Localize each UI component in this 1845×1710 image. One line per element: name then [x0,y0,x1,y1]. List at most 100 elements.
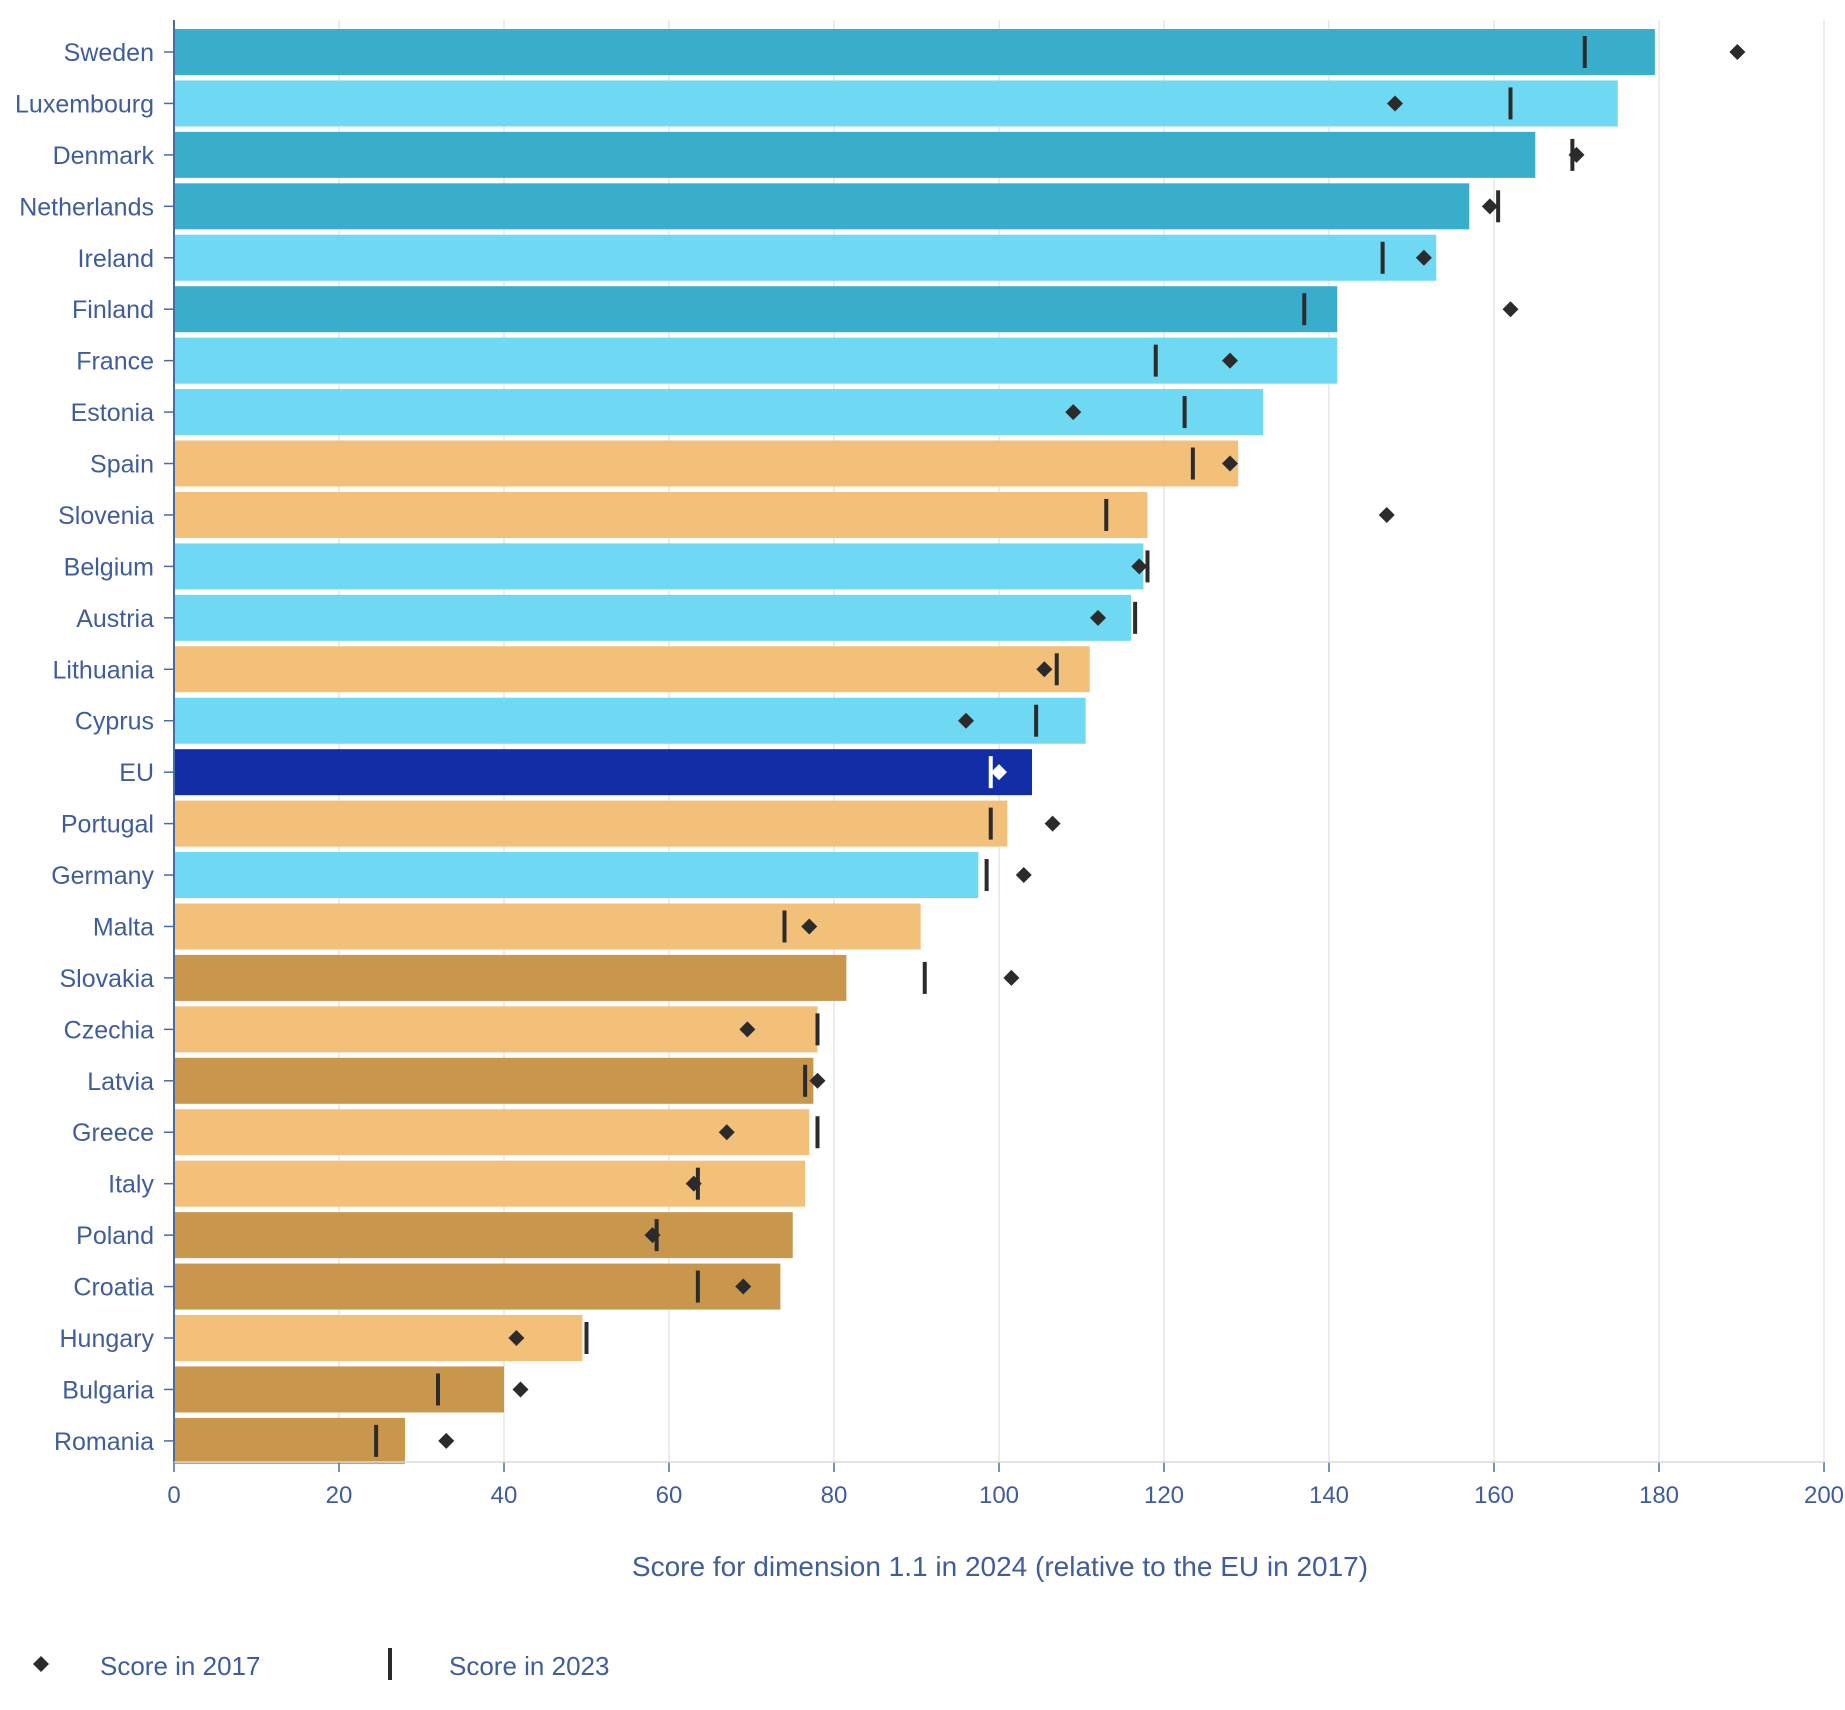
y-tick-label-latvia: Latvia [87,1068,154,1096]
marker-2023-netherlands [1496,190,1501,223]
marker-2023-spain [1190,447,1195,480]
marker-2023-czechia [815,1013,820,1046]
bar-romania [174,1417,405,1464]
marker-2017-france [1222,352,1238,369]
y-tick-label-bulgaria: Bulgaria [62,1376,154,1404]
marker-2023-estonia [1182,396,1187,429]
y-tick-label-poland: Poland [76,1222,154,1250]
bar-finland [174,286,1338,333]
bar-greece [174,1109,810,1156]
marker-2017-slovenia [1378,506,1395,523]
marker-2017-luxembourg [1387,95,1403,112]
marker-2023-hungary [584,1322,589,1354]
bar-ireland [174,234,1437,281]
marker-2017-germany [1015,867,1032,884]
marker-2023-france [1153,344,1158,377]
y-tick-label-italy: Italy [108,1171,154,1199]
marker-2023-luxembourg [1508,87,1513,120]
y-tick-label-lithuania: Lithuania [53,656,155,684]
legend-label-score-2017: Score in 2017 [100,1651,260,1681]
y-tick-label-denmark: Denmark [53,142,155,170]
marker-2023-bulgaria [436,1373,440,1406]
x-tick-label-40: 40 [491,1482,518,1509]
marker-2023-lithuania [1054,653,1059,686]
bar-malta [174,903,921,950]
y-tick-label-luxembourg: Luxembourg [15,90,154,118]
bar-cyprus [174,697,1086,744]
bar-belgium [174,543,1144,590]
marker-2017-bulgaria [512,1381,529,1398]
marker-2023-latvia [803,1064,808,1097]
bar-denmark [174,131,1536,178]
y-tick-label-malta: Malta [93,913,154,941]
marker-2017-portugal [1044,815,1061,832]
marker-2023-ireland [1380,241,1385,274]
legend: Score in 2017 Score in 2023 [33,1648,609,1681]
marker-2023-malta [782,910,787,943]
marker-2017-estonia [1065,404,1082,421]
marker-2023-slovakia [922,961,927,994]
y-tick-label-greece: Greece [72,1119,154,1147]
bar-germany [174,852,979,899]
bar-italy [174,1160,806,1207]
marker-2017-austria [1090,609,1106,626]
bars [174,29,1655,1464]
bar-slovenia [174,491,1148,538]
marker-2023-cyprus [1034,704,1039,737]
vertical-line-marker-icon [388,1648,392,1680]
marker-2023-romania [374,1424,379,1457]
marker-2017-netherlands [1481,198,1498,215]
y-tick-label-netherlands: Netherlands [19,193,154,221]
x-tick-label-140: 140 [1309,1482,1349,1509]
axes: 0 20 40 60 80 100 120 140 160 180 200 Sweden Luxembo… [15,20,1844,1509]
legend-item-score-2017: Score in 2017 [33,1651,260,1681]
y-tick-label-spain: Spain [90,451,154,479]
bar-portugal [174,800,1008,847]
marker-2017-ireland [1415,249,1432,266]
bar-estonia [174,389,1263,436]
bar-lithuania [174,646,1090,693]
bar-eu [174,749,1032,796]
x-axis-title: Score for dimension 1.1 in 2024 (relativ… [632,1551,1368,1582]
marker-2017-hungary [508,1330,525,1346]
x-tick-label-80: 80 [821,1482,848,1509]
marker-2023-sweden [1582,36,1587,68]
legend-label-score-2023: Score in 2023 [449,1651,609,1681]
marker-2023-croatia [695,1270,700,1303]
y-tick-label-eu: EU [119,759,154,787]
marker-2023-belgium [1145,550,1150,583]
y-tick-label-croatia: Croatia [73,1274,154,1302]
marker-2023-germany [984,859,989,892]
marker-2017-italy [685,1175,702,1192]
x-tick-label-180: 180 [1639,1482,1679,1509]
y-tick-label-hungary: Hungary [60,1325,155,1353]
bar-latvia [174,1057,814,1104]
y-tick-label-slovenia: Slovenia [58,502,154,530]
x-tick-label-60: 60 [656,1482,683,1509]
marker-2023-austria [1133,601,1138,634]
bar-sweden [174,29,1655,75]
bar-croatia [174,1263,781,1310]
marker-2017-malta [801,918,818,935]
marker-2023-eu [988,756,993,789]
bar-slovakia [174,954,847,1001]
bar-bulgaria [174,1366,504,1413]
marker-2023-greece [815,1116,820,1149]
marker-2023-finland [1302,293,1307,326]
marker-2017-czechia [739,1021,756,1038]
marker-2023-slovenia [1104,498,1109,531]
bar-spain [174,440,1239,487]
marker-2017-latvia [809,1072,826,1089]
marker-2017-croatia [735,1278,752,1295]
y-tick-label-romania: Romania [54,1428,154,1456]
marker-2023-portugal [988,807,993,840]
marker-2017-slovakia [1003,969,1020,986]
marker-2017-lithuania [1036,661,1053,678]
x-tick-label-0: 0 [167,1482,180,1509]
bar-luxembourg [174,80,1618,127]
marker-2017-sweden [1729,44,1746,60]
diamond-marker-icon [33,1656,49,1672]
y-tick-label-estonia: Estonia [71,399,154,427]
